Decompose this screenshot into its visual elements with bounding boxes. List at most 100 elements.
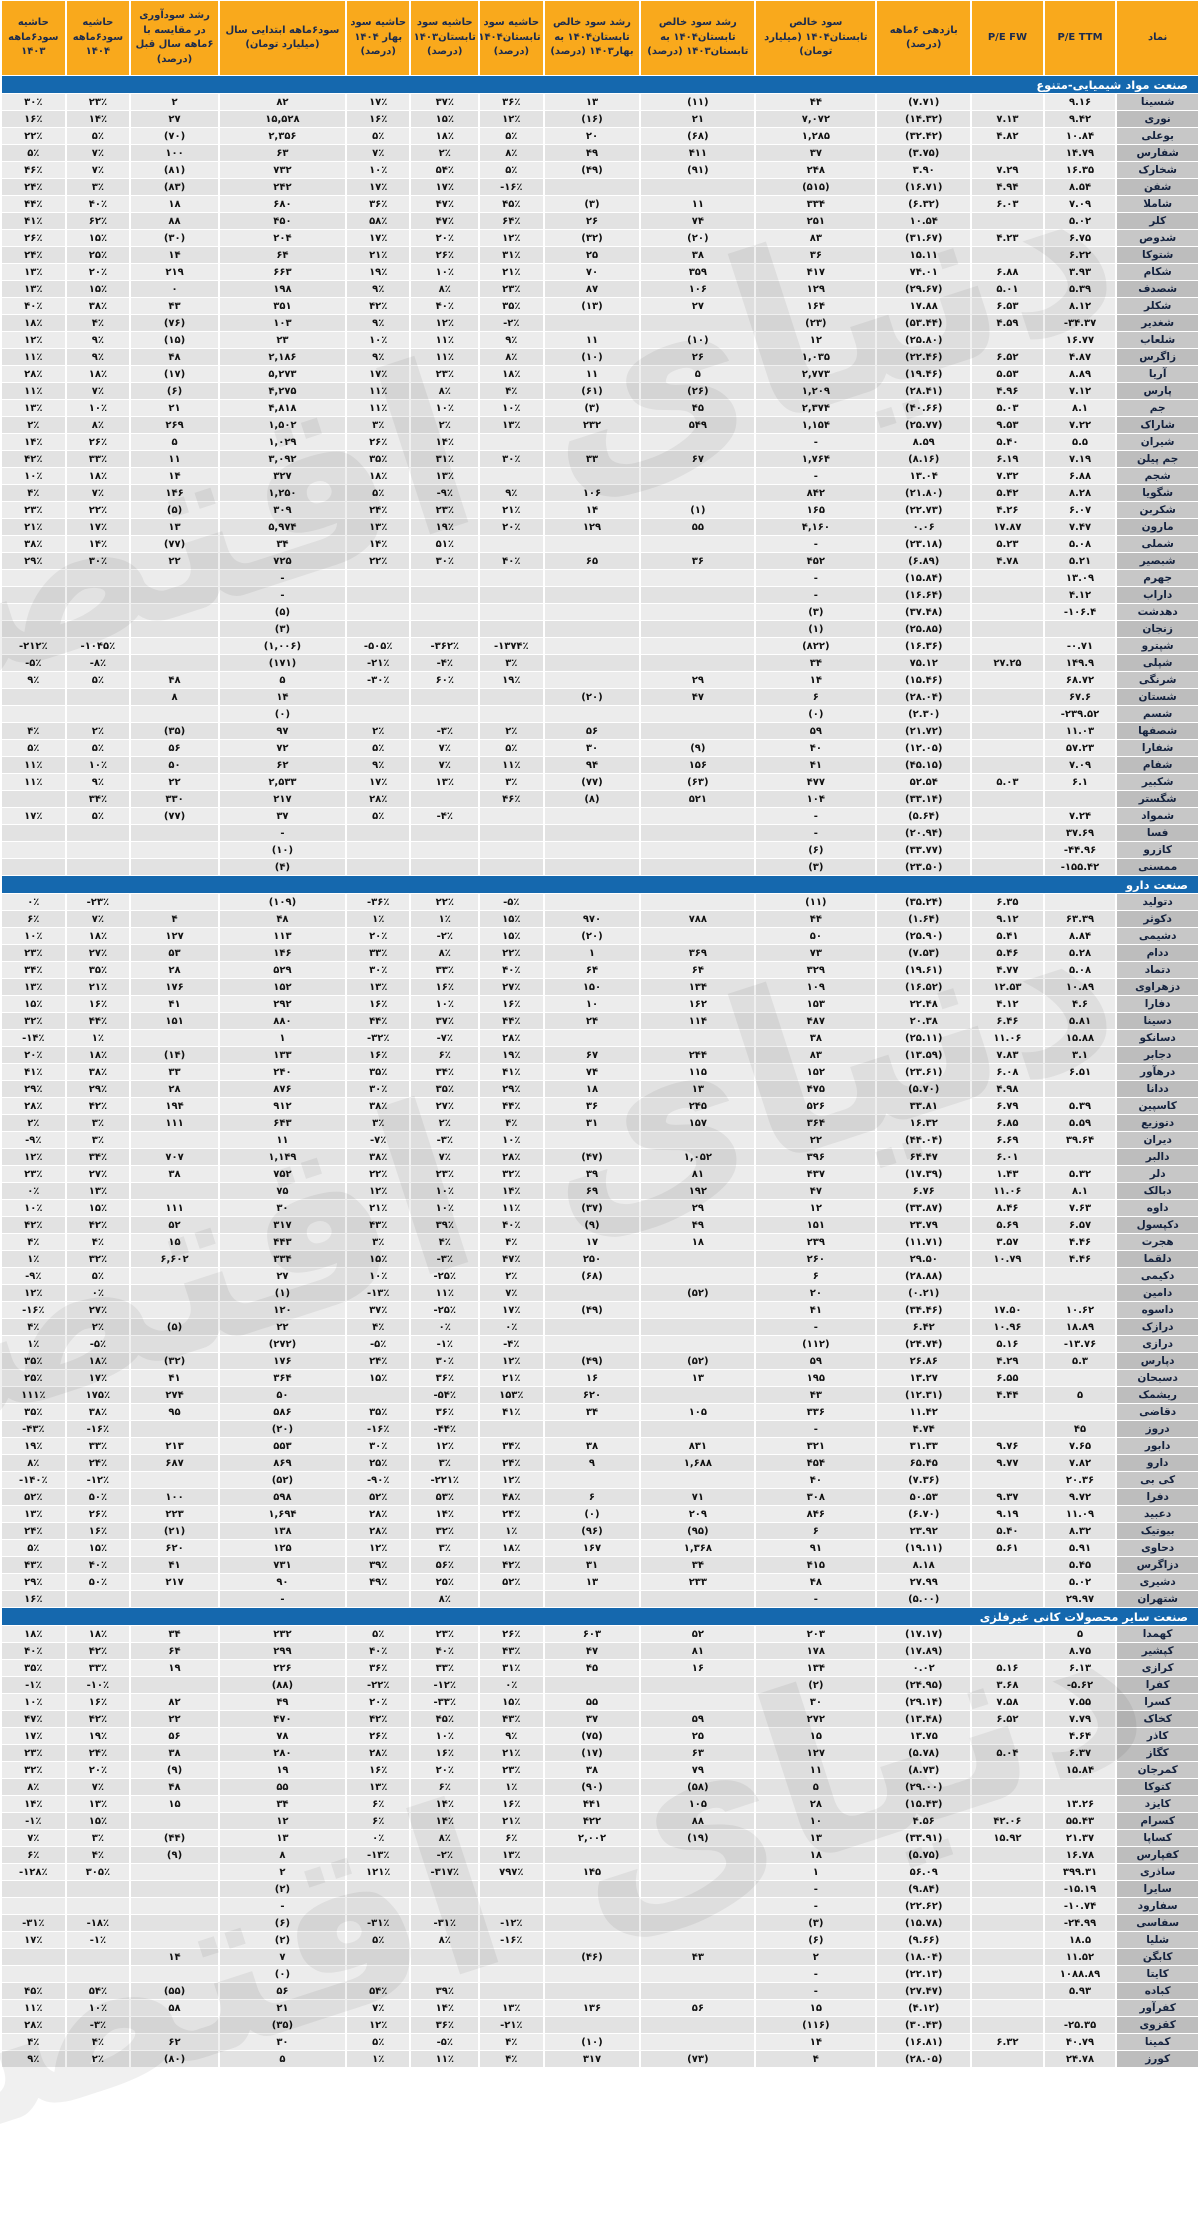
value-cell: ۲۵٪	[66, 247, 130, 263]
value-cell: -۰.۷۱	[1044, 638, 1116, 654]
value-cell: (۲۲.۴۶)	[877, 349, 971, 365]
value-cell	[346, 1591, 410, 1607]
value-cell	[544, 604, 640, 620]
value-cell: ۴۲٪	[66, 1098, 130, 1114]
symbol-cell: شسینا	[1117, 94, 1198, 110]
value-cell: ۲۴۴	[641, 1047, 755, 1063]
value-cell: ۶.۵۵	[972, 1370, 1043, 1386]
value-cell: ۶۲۰	[544, 1387, 640, 1403]
symbol-cell: کفپارس	[1117, 1847, 1198, 1863]
symbol-cell: دهدشت	[1117, 604, 1198, 620]
value-cell: ۳۵٪	[411, 1081, 479, 1097]
value-cell: ۳۶۹	[641, 945, 755, 961]
value-cell: ۲۶٪	[66, 434, 130, 450]
value-cell: ۵۹۸	[219, 1489, 345, 1505]
value-cell: ۱۵۱	[756, 1217, 876, 1233]
value-cell: ۵۲	[131, 1217, 218, 1233]
value-cell: ۳٪	[411, 1455, 479, 1471]
value-cell	[480, 1949, 543, 1965]
value-cell	[480, 604, 543, 620]
value-cell: ۱۱	[219, 1132, 345, 1148]
value-cell: ۵.۹۳	[1044, 1983, 1116, 1999]
symbol-cell: شفام	[1117, 757, 1198, 773]
value-cell	[544, 587, 640, 603]
value-cell: (۲۰)	[641, 230, 755, 246]
value-cell: (۲۵.۹۰)	[877, 928, 971, 944]
value-cell: (۳۲.۴۲)	[877, 128, 971, 144]
value-cell: ۶.۳۵	[972, 894, 1043, 910]
value-cell	[480, 1881, 543, 1897]
value-cell: ۵۶٪	[411, 1557, 479, 1573]
value-cell: ۶	[756, 1523, 876, 1539]
value-cell: (۱۳.۵۹)	[877, 1047, 971, 1063]
value-cell: (۸.۷۳)	[877, 1762, 971, 1778]
value-cell: ۳۶۴	[219, 1370, 345, 1386]
value-cell: ۱۳٪	[2, 979, 65, 995]
value-cell: ۱۸٪	[66, 1626, 130, 1642]
value-cell: ۹٪	[66, 332, 130, 348]
value-cell: ۲,۳۵۶	[219, 128, 345, 144]
value-cell: ۱۸	[641, 1234, 755, 1250]
value-cell: ۹۷۰	[544, 911, 640, 927]
value-cell: (۲۵.۷۷)	[877, 417, 971, 433]
symbol-cell: زاگرس	[1117, 349, 1198, 365]
value-cell	[346, 587, 410, 603]
value-cell	[346, 842, 410, 858]
value-cell: ۱۷٪	[480, 1302, 543, 1318]
value-cell: -۴۴.۹۶	[1044, 842, 1116, 858]
value-cell: ۴۴٪	[480, 1013, 543, 1029]
value-cell: (۳۰.۴۳)	[877, 2017, 971, 2033]
value-cell: ۴٪	[2, 485, 65, 501]
value-cell: -۱۰.۷۴	[1044, 1898, 1116, 1914]
table-row: کفپارس ۱۶.۷۸ (۵.۷۵) ۱۸ ۱۳٪ -۲٪ -۱۳٪ ۸ (۹) ۴٪ ۶٪	[2, 1847, 1198, 1863]
value-cell	[544, 1898, 640, 1914]
value-cell	[544, 315, 640, 331]
value-cell: -۱٪	[2, 1677, 65, 1693]
value-cell: ۴۷	[756, 1183, 876, 1199]
table-row: دبالک ۸.۱ ۱۱.۰۶ ۶.۷۶ ۴۷ ۱۹۲ ۶۹ ۱۴٪ ۱۰٪ ۱۲٪ ۷۵ ۱۳٪ ۰٪	[2, 1183, 1198, 1199]
value-cell: ۷٪	[66, 162, 130, 178]
value-cell: ۴۳٪	[346, 1217, 410, 1233]
symbol-cell: دحاوی	[1117, 1540, 1198, 1556]
table-row: شفارا ۵۷.۲۳ (۱۲.۰۵) ۴۰ (۹) ۳۰ ۵٪ ۷٪ ۵٪ ۷۲ ۵۶ ۵٪ ۵٪	[2, 740, 1198, 756]
value-cell: ۱۵٪	[480, 911, 543, 927]
value-cell: ۲۶٪	[346, 1728, 410, 1744]
value-cell: ۲۸۰	[219, 1745, 345, 1761]
value-cell: (۳.۷۵)	[877, 145, 971, 161]
value-cell: ۶٪	[2, 1847, 65, 1863]
value-cell: (۱۰)	[641, 332, 755, 348]
table-row: ممسنی -۱۵۵.۴۲ (۲۳.۵۰) (۳) (۴)	[2, 859, 1198, 875]
value-cell: ۵٪	[346, 485, 410, 501]
value-cell: ۳٪	[346, 1115, 410, 1131]
value-cell: ۸۳۱	[641, 1438, 755, 1454]
value-cell: ۶.۱۳	[1044, 1660, 1116, 1676]
value-cell: -۲۳۹.۵۲	[1044, 706, 1116, 722]
value-cell: ۱۰٪	[66, 757, 130, 773]
value-cell: -۱۶٪	[346, 1421, 410, 1437]
value-cell: ۴.۶۴	[1044, 1728, 1116, 1744]
value-cell: ۲	[219, 1864, 345, 1880]
value-cell: ۹٪	[346, 281, 410, 297]
table-header: نماد P/E TTM P/E FW بازدهی ۶ماهه (درصد) سود …	[2, 1, 1198, 75]
table-row: کخاک ۷.۷۹ ۶.۵۲ (۱۳.۴۸) ۲۷۲ ۵۹ ۳۷ ۴۳٪ ۴۵٪ ۴۲٪ ۴۷۰ ۲۲…	[2, 1711, 1198, 1727]
value-cell: (۷۷)	[131, 536, 218, 552]
value-cell: ۵٪	[2, 145, 65, 161]
value-cell	[972, 1574, 1043, 1590]
value-cell	[972, 587, 1043, 603]
value-cell: ۲۴	[544, 1013, 640, 1029]
value-cell: ۴۵	[1044, 1421, 1116, 1437]
value-cell: ۲۵	[544, 247, 640, 263]
value-cell: ۷.۷۹	[1044, 1711, 1116, 1727]
value-cell: ۷۲۵	[219, 553, 345, 569]
value-cell: (۷۳)	[641, 2051, 755, 2067]
value-cell: ۵۶	[641, 2000, 755, 2016]
value-cell: ۱۱٪	[411, 349, 479, 365]
value-cell: ۱۲٪	[346, 2017, 410, 2033]
table-row: شگستر (۳۳.۱۴) ۱۰۴ ۵۲۱ (۸) ۴۶٪ ۲۸٪ ۲۱۷ ۳۳۰ ۳۴٪	[2, 791, 1198, 807]
value-cell: ۴۷٪	[480, 1251, 543, 1267]
value-cell: ۳۰٪	[411, 1353, 479, 1369]
value-cell: (۵.۷۵)	[877, 1847, 971, 1863]
value-cell: ۱۹٪	[411, 519, 479, 535]
value-cell: ۶۷	[544, 1047, 640, 1063]
